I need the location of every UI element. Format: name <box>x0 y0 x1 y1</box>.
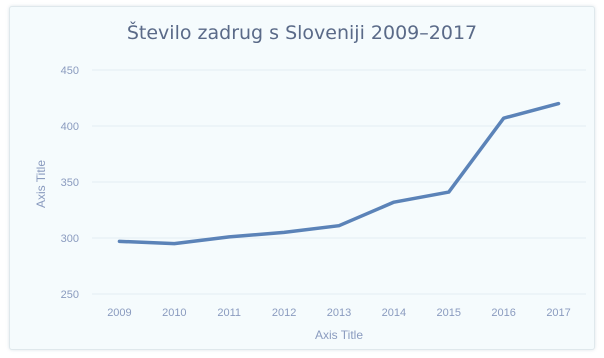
chart-area <box>9 6 595 350</box>
y-tick-label: 400 <box>61 121 79 133</box>
x-tick-label: 2011 <box>217 307 241 319</box>
y-tick-label: 350 <box>61 177 79 189</box>
x-tick-label: 2010 <box>162 307 186 319</box>
x-tick-label: 2012 <box>272 307 296 319</box>
chart-title: Število zadrug s Sloveniji 2009–2017 <box>126 22 478 44</box>
x-tick-label: 2017 <box>546 307 570 319</box>
y-tick-label: 250 <box>61 289 79 301</box>
x-tick-label: 2016 <box>491 307 515 319</box>
x-tick-label: 2013 <box>327 307 351 319</box>
x-tick-label: 2009 <box>107 307 131 319</box>
x-tick-label: 2014 <box>382 307 406 319</box>
x-tick-label: 2015 <box>437 307 461 319</box>
series-line <box>117 101 561 246</box>
y-tick-label: 450 <box>61 65 79 77</box>
x-axis-title: Axis Title <box>315 328 363 342</box>
y-tick-label: 300 <box>61 233 79 245</box>
y-axis-title: Axis Title <box>34 160 48 208</box>
